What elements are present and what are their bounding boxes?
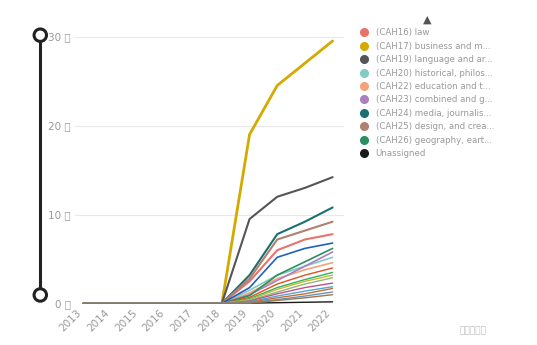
Text: ▲: ▲: [423, 14, 431, 24]
Legend: (CAH16) law, (CAH17) business and m..., (CAH19) language and ar..., (CAH20) hist: (CAH16) law, (CAH17) business and m..., …: [353, 26, 496, 160]
Text: 英伦投资客: 英伦投资客: [459, 327, 486, 336]
